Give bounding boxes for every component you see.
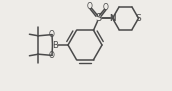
- Text: O: O: [49, 51, 55, 60]
- Text: S: S: [95, 13, 101, 23]
- Text: O: O: [103, 3, 108, 12]
- Text: B: B: [52, 40, 58, 50]
- Text: O: O: [49, 30, 55, 39]
- Text: S: S: [136, 14, 141, 23]
- Text: O: O: [87, 2, 92, 11]
- Text: N: N: [109, 14, 116, 23]
- Text: N: N: [109, 14, 116, 23]
